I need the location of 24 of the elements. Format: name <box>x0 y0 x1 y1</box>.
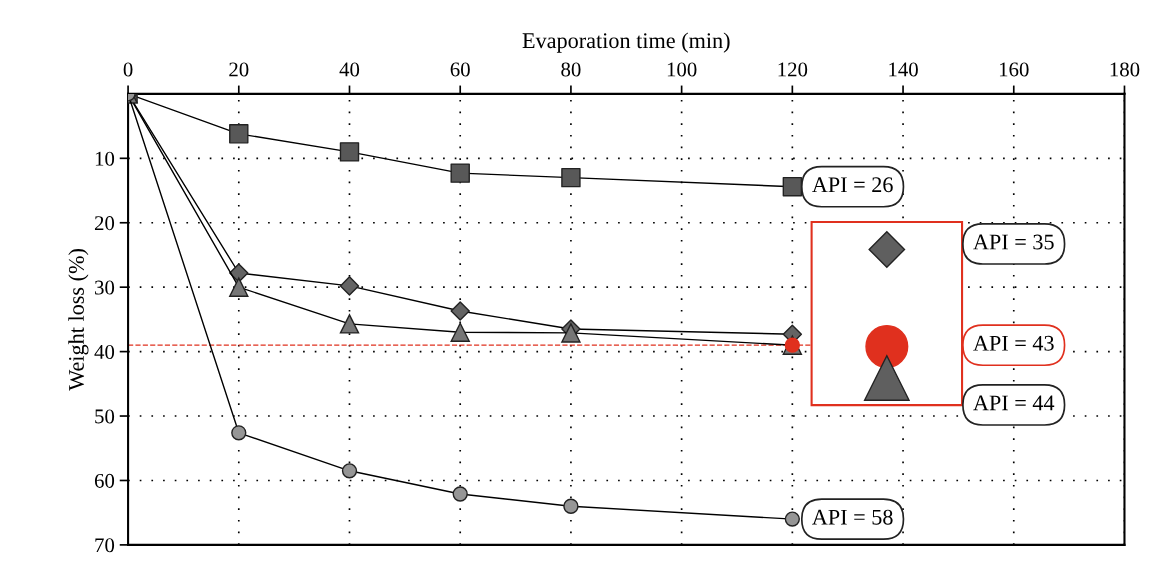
text: API = 35 <box>973 234 1054 250</box>
x-tick-label: 120 <box>778 62 808 77</box>
y-axis-title: Weight loss (%) <box>68 249 89 391</box>
series-label: API = 26 <box>812 177 893 193</box>
y-tick-label: 20 <box>94 216 115 231</box>
x-axis-title: Evaporation time (min) <box>522 32 730 53</box>
y-tick-label: 50 <box>95 409 115 424</box>
x-tick-label: 140 <box>889 62 918 77</box>
x-tick-label: 0 <box>123 62 133 77</box>
y-tick-label: 60 <box>94 473 115 488</box>
x-tick-label: 100 <box>667 62 697 77</box>
y-tick-label: 10 <box>95 151 115 166</box>
x-tick-label: 160 <box>999 62 1029 77</box>
y-tick-label: 30 <box>95 280 115 295</box>
y-tick-label: 40 <box>94 344 115 360</box>
y-tick-label: 70 <box>95 538 115 553</box>
x-tick-label: 180 <box>1110 62 1140 77</box>
x-tick-label: 80 <box>561 62 581 77</box>
x-tick-label: 60 <box>450 62 470 77</box>
x-tick-label: 20 <box>229 62 249 77</box>
text: API = 44 <box>973 395 1055 411</box>
text: API = 43 <box>973 335 1054 351</box>
x-tick-label: 40 <box>339 62 360 77</box>
series-label: API = 58 <box>812 509 893 525</box>
